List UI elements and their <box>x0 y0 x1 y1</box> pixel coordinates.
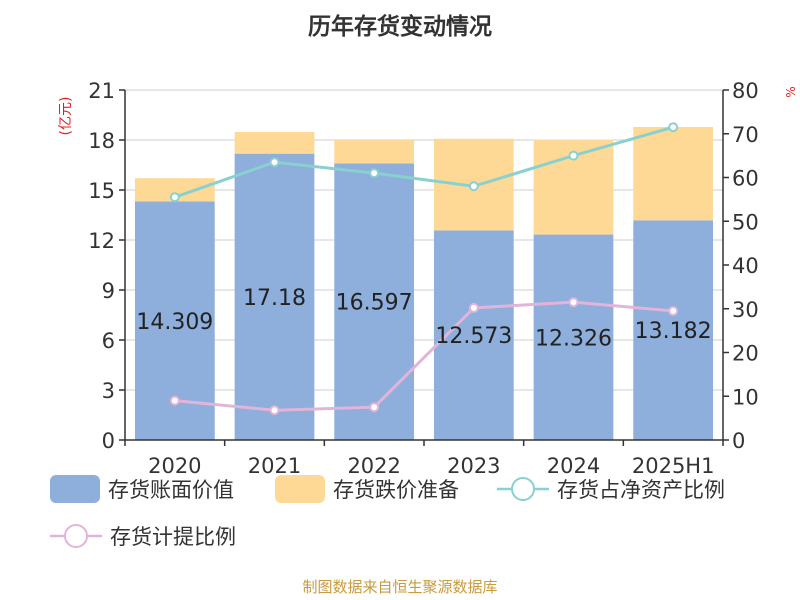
series-point <box>269 405 280 416</box>
legend-swatch <box>275 475 325 503</box>
bar-impairment-2022 <box>334 140 415 164</box>
right-axis-unit: % <box>784 86 798 97</box>
right-tick-label: 20 <box>732 342 759 366</box>
series-point <box>369 402 380 413</box>
legend-label: 存货账面价值 <box>108 478 234 502</box>
left-tick-label: 18 <box>88 129 115 153</box>
series-point <box>668 305 679 316</box>
left-tick-label: 12 <box>88 229 115 253</box>
right-tick-label: 80 <box>732 79 759 103</box>
left-tick-label: 9 <box>102 279 115 303</box>
series-line-inventory-to-net-assets <box>174 125 674 199</box>
series-point <box>269 157 280 168</box>
series-point <box>568 297 579 308</box>
bar-layer <box>134 126 714 440</box>
series-point <box>169 192 180 203</box>
legend-item[interactable]: 存货跌价准备 <box>275 475 459 503</box>
right-tick-label: 0 <box>732 429 745 453</box>
bar-value-label: 12.326 <box>535 326 612 351</box>
source-footer: 制图数据来自恒生聚源数据库 <box>302 578 497 596</box>
chart-title: 历年存货变动情况 <box>308 13 492 40</box>
line-layer <box>169 122 679 416</box>
right-tick-label: 40 <box>732 254 759 278</box>
bar-value-label: 17.18 <box>243 286 306 311</box>
series-point <box>169 395 180 406</box>
x-tick-label: 2023 <box>447 454 500 478</box>
legend-item[interactable]: 存货计提比例 <box>50 524 236 549</box>
x-tick-label: 2020 <box>148 454 201 478</box>
right-tick-label: 50 <box>732 210 759 234</box>
legend-swatch <box>50 475 100 503</box>
right-tick-label: 60 <box>732 167 759 191</box>
bar-impairment-2025H1 <box>633 126 714 221</box>
left-axis-unit: (亿元) <box>58 97 74 136</box>
left-tick-label: 3 <box>102 379 115 403</box>
left-tick-label: 21 <box>88 79 115 103</box>
right-tick-label: 10 <box>732 385 759 409</box>
legend-item[interactable]: 存货账面价值 <box>50 475 234 503</box>
series-line-provision-ratio <box>174 300 674 412</box>
x-tick-label: 2024 <box>547 454 600 478</box>
bar-book-value-2022 <box>334 163 415 440</box>
bar-book-value-2021 <box>234 153 315 440</box>
right-tick-label: 70 <box>732 123 759 147</box>
series-point <box>668 122 679 133</box>
series-point <box>369 168 380 179</box>
series-point <box>468 181 479 192</box>
x-tick-label: 2022 <box>347 454 400 478</box>
axes: 0 3 6 9 12 15 18 21 0 10 20 30 40 50 60 70 80 2020 2021 202… <box>88 79 758 478</box>
bar-impairment-2020 <box>134 178 215 202</box>
grid-lines <box>125 89 723 441</box>
x-tick-label: 2021 <box>248 454 301 478</box>
bar-value-label: 13.182 <box>635 319 712 344</box>
bar-value-label: 12.573 <box>435 324 512 349</box>
legend-marker <box>511 477 535 501</box>
data-label-layer: 14.309 17.18 16.597 12.573 12.326 13.182 <box>136 286 711 351</box>
bar-book-value-2025H1 <box>633 220 714 440</box>
legend-item[interactable]: 存货占净资产比例 <box>497 477 725 502</box>
series-point <box>468 302 479 313</box>
left-tick-label: 6 <box>102 329 115 353</box>
legend-marker <box>64 524 88 548</box>
series-point <box>568 150 579 161</box>
bar-impairment-2021 <box>234 132 315 154</box>
right-tick-label: 30 <box>732 298 759 322</box>
bar-value-label: 16.597 <box>336 291 413 316</box>
legend-label: 存货跌价准备 <box>333 478 459 502</box>
x-tick-label: 2025H1 <box>632 454 715 478</box>
legend-label: 存货占净资产比例 <box>557 478 725 502</box>
legend-label: 存货计提比例 <box>110 525 236 549</box>
left-tick-label: 0 <box>102 429 115 453</box>
left-tick-label: 15 <box>88 179 115 203</box>
bar-value-label: 14.309 <box>136 310 213 335</box>
bar-book-value-2024 <box>533 234 614 440</box>
